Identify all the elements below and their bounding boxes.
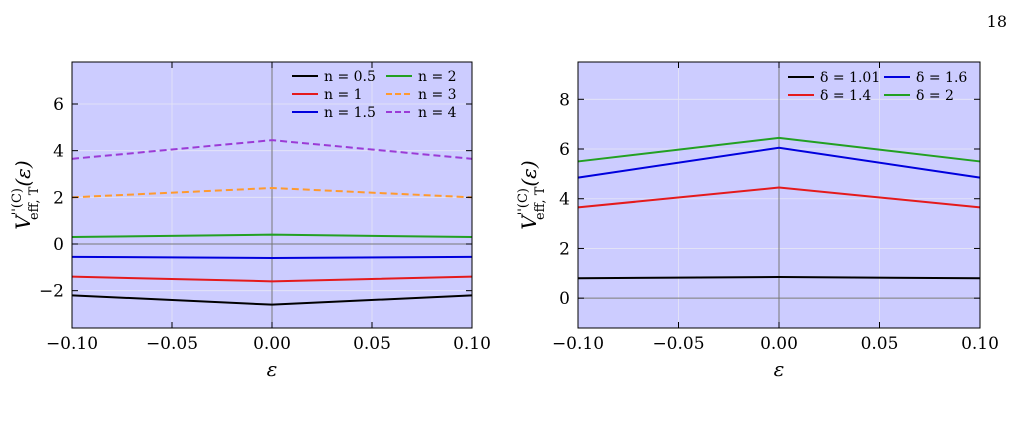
chart0-xtick-label-2: 0.00 [253, 334, 291, 354]
chart0-series-line-3 [71, 233, 473, 238]
chart0-ylabel-sup: ''(C) [10, 188, 25, 215]
chart0-xtick-label-0: −0.10 [46, 334, 98, 354]
chart0-series-line-0 [71, 294, 473, 306]
page-number: 18 [986, 12, 1007, 31]
chart0-ylabel: V''(C) eff, T(ε) [10, 160, 42, 229]
chart0-ytick-label-1: 0 [53, 235, 64, 255]
chart0-xtick-label-1: −0.05 [146, 334, 198, 354]
chart0-ytick-label-3: 4 [53, 142, 64, 162]
chart0-legend-label-4: n = 3 [418, 87, 457, 103]
chart0-xlabel: ε [267, 357, 278, 381]
chart0-legend-label-2: n = 1.5 [324, 105, 376, 121]
chart0-series-line-2 [71, 255, 473, 260]
chart0-xtick-label-3: 0.05 [353, 334, 391, 354]
chart0-legend-label-3: n = 2 [418, 69, 457, 85]
chart0-ytick-label-4: 6 [53, 95, 64, 115]
chart0-ytick-label-0: −2 [39, 282, 64, 302]
chart0-series-line-1 [71, 275, 473, 283]
chart0-ylabel-main: V [11, 213, 35, 230]
chart0-xtick-label-4: 0.10 [453, 334, 491, 354]
bottom-caption-fragment [0, 392, 1017, 421]
chart0-ylabel-sub: eff, T [27, 186, 42, 220]
chart0-legend-label-1: n = 1 [324, 87, 363, 103]
chart0-series-line-5 [71, 139, 473, 160]
chart0-legend-label-0: n = 0.5 [324, 69, 376, 85]
chart0-ylabel-arg: (ε) [11, 160, 35, 186]
chart0-legend-label-5: n = 4 [418, 105, 457, 121]
chart0-ytick-label-2: 2 [53, 188, 64, 208]
chart0-series-line-4 [71, 186, 473, 199]
